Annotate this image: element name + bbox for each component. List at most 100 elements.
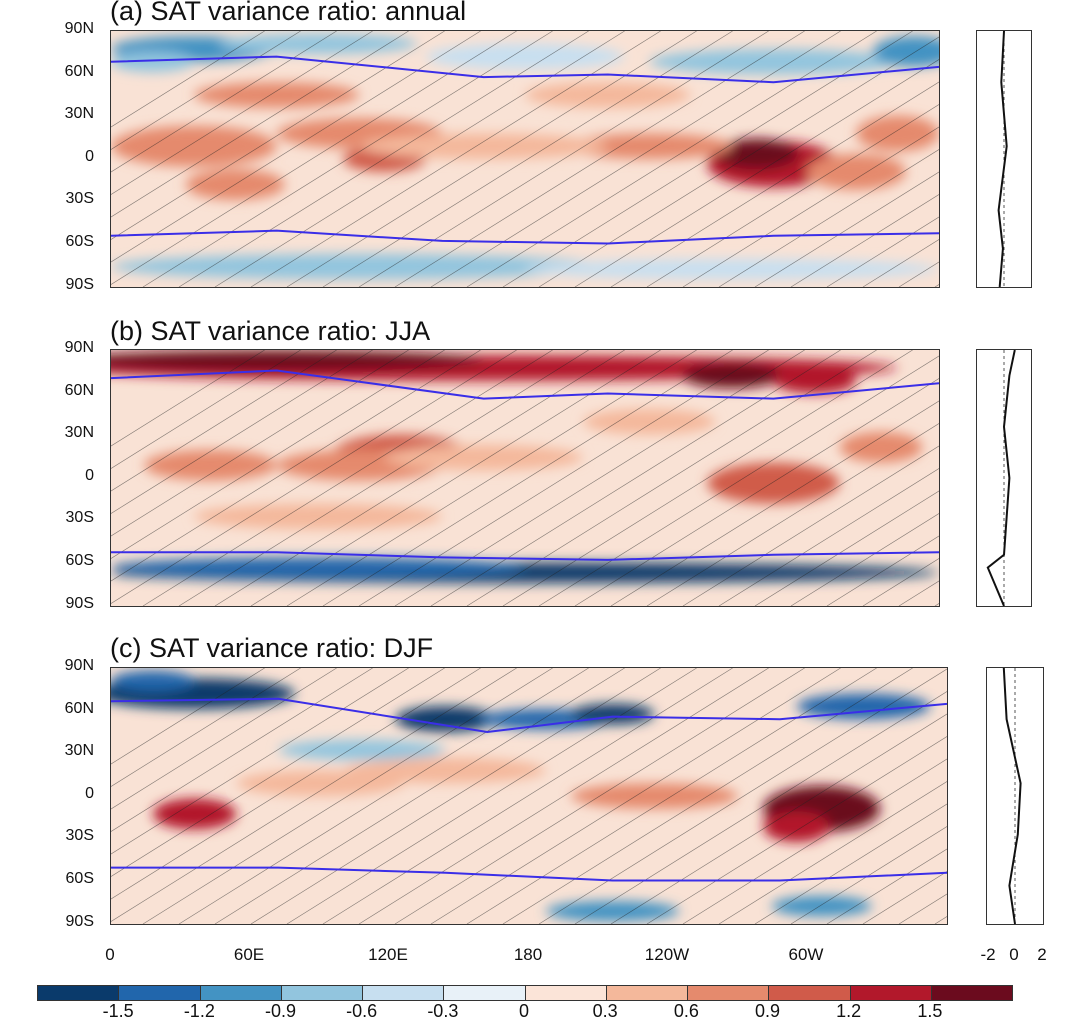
field-anomaly <box>384 444 583 471</box>
colorbar-swatch <box>363 986 445 1000</box>
lon-label: 0 <box>105 945 115 964</box>
lon-label: 120E <box>368 945 408 964</box>
lat-label: 60S <box>65 552 94 569</box>
colorbar-label: 0 <box>518 1001 529 1021</box>
map-jja <box>110 349 940 607</box>
zonal-mean-line <box>997 30 1008 288</box>
lon-label: 120W <box>644 945 690 964</box>
field-anomaly <box>111 350 484 371</box>
lat-label: 0 <box>85 147 94 165</box>
lat-label: 90S <box>65 594 94 612</box>
field-anomaly <box>566 133 732 159</box>
colorbar-swatch <box>606 986 688 1000</box>
field-anomaly <box>649 48 898 75</box>
colorbar-swatch <box>931 986 1012 1000</box>
colorbar-label: -1.2 <box>183 1001 215 1021</box>
field-anomaly <box>359 133 608 159</box>
field-anomaly <box>582 408 716 435</box>
field-anomaly <box>425 43 625 70</box>
lat-label: 30S <box>65 190 94 208</box>
colorbar-label: 0.9 <box>754 1001 781 1021</box>
colorbar-label: 0.3 <box>592 1001 618 1021</box>
zonal-profile-annual <box>976 30 1032 288</box>
zonal-profile-plot <box>997 30 1008 288</box>
field-map <box>111 350 939 606</box>
colorbar-swatch <box>769 986 851 1000</box>
lat-label: 0 <box>85 466 94 484</box>
lon-label: 60W <box>788 945 824 964</box>
field-anomaly <box>278 739 446 761</box>
colorbar-swatch <box>119 986 201 1000</box>
field-anomaly <box>525 82 691 108</box>
lat-label: 30S <box>65 509 94 527</box>
field-anomaly <box>236 770 404 796</box>
field-anomaly <box>152 798 237 830</box>
field-anomaly <box>218 33 418 55</box>
field-anomaly <box>345 757 546 784</box>
colorbar-swatch <box>850 986 932 1000</box>
lon-label: 180 <box>513 945 543 964</box>
field-anomaly <box>395 706 496 732</box>
lat-label: 30N <box>64 105 94 123</box>
field-anomaly <box>771 895 872 917</box>
colorbar-label: -0.6 <box>346 1001 378 1021</box>
lat-label: 90N <box>64 20 94 37</box>
field-anomaly <box>144 449 277 481</box>
colorbar-swatch <box>200 986 282 1000</box>
sea-ice-edge-line <box>111 866 947 882</box>
panel-title: (b) SAT variance ratio: JJA <box>110 316 431 346</box>
colorbar-label: -0.3 <box>427 1001 459 1021</box>
lat-label: 60S <box>65 870 94 887</box>
lat-label: 90N <box>64 657 94 674</box>
field-anomaly <box>839 431 923 463</box>
panel-title: (c) SAT variance ratio: DJF <box>110 633 434 663</box>
profile-tick-label: -2 <box>980 945 996 964</box>
map-djf <box>110 667 948 925</box>
field-anomaly <box>570 783 738 809</box>
colorbar-swatch <box>525 986 607 1000</box>
colorbar-label: 0.6 <box>673 1001 699 1021</box>
sea-ice-edge-line <box>111 55 939 84</box>
panel-title: (a) SAT variance ratio: annual <box>110 0 467 26</box>
field-anomaly <box>682 362 782 389</box>
lat-label: 90S <box>65 912 94 930</box>
field-anomaly <box>111 125 277 167</box>
colorbar-swatch <box>444 986 526 1000</box>
field-anomaly <box>856 115 939 152</box>
profile-tick-label: 0 <box>1009 945 1019 964</box>
lat-label: 90N <box>64 339 94 356</box>
zonal-profile-plot <box>1002 667 1022 925</box>
zonal-mean-line <box>1002 667 1022 925</box>
colorbar-swatch <box>281 986 363 1000</box>
map-annual <box>110 30 940 288</box>
colorbar-swatch <box>688 986 770 1000</box>
sea-ice-edge-line <box>111 369 939 400</box>
zonal-profile-djf <box>986 667 1044 925</box>
colorbar <box>37 985 1013 1001</box>
sea-ice-edge-line <box>111 551 939 561</box>
field-map <box>111 668 947 924</box>
colorbar-label: -1.5 <box>102 1001 134 1021</box>
colorbar-label: 1.2 <box>836 1001 862 1021</box>
field-anomaly <box>111 557 525 578</box>
lat-label: 60N <box>64 62 94 80</box>
field-map <box>111 31 939 287</box>
sea-ice-edge-line <box>111 697 947 734</box>
field-anomaly <box>525 258 939 280</box>
lat-label: 30S <box>65 827 94 845</box>
significance-hatching <box>111 350 939 606</box>
lat-label: 30N <box>64 424 94 442</box>
field-anomaly <box>715 138 799 170</box>
field-anomaly <box>806 153 906 190</box>
lat-label: 60N <box>64 381 94 399</box>
zonal-mean-line <box>986 349 1016 607</box>
field-anomaly <box>193 82 360 108</box>
zonal-profile-plot <box>986 349 1016 607</box>
lat-label: 90S <box>65 275 94 293</box>
field-anomaly <box>707 462 840 504</box>
field-anomaly <box>111 670 195 692</box>
field-anomaly <box>111 51 194 72</box>
colorbar-label: 1.5 <box>917 1001 943 1021</box>
lat-label: 0 <box>85 784 94 802</box>
field-anomaly <box>111 253 608 280</box>
